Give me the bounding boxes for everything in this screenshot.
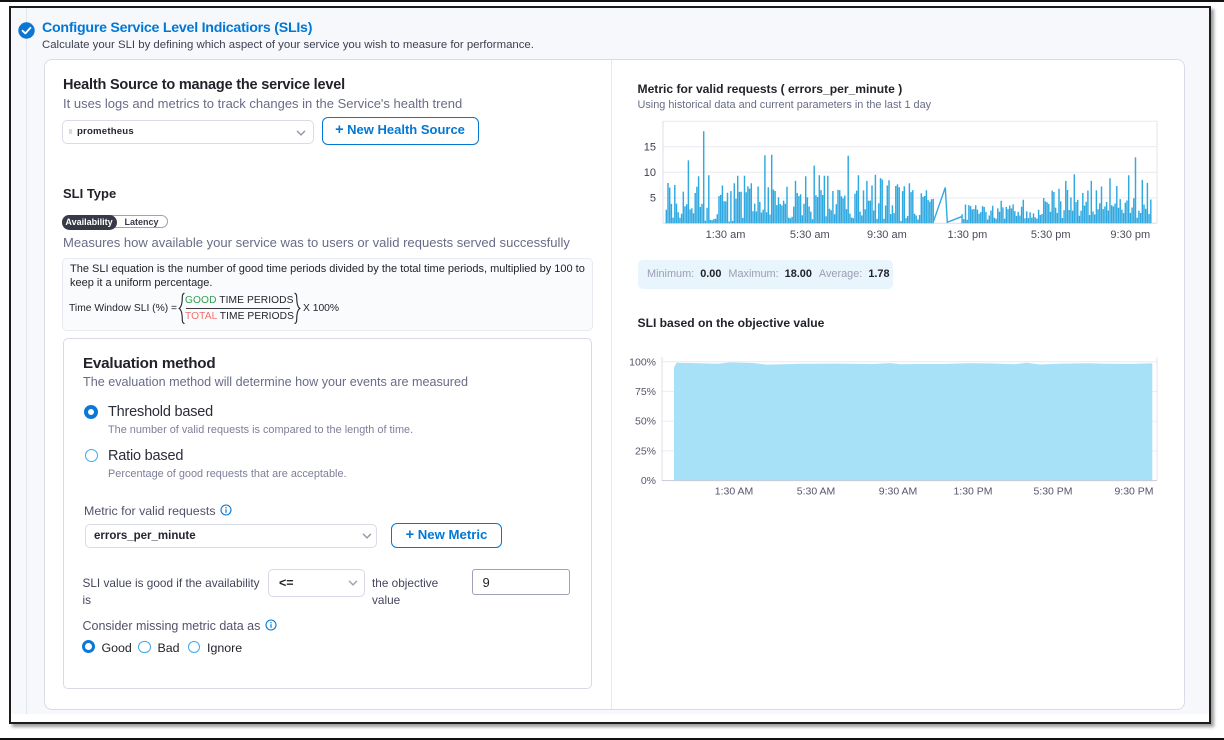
svg-text:5:30 AM: 5:30 AM	[797, 486, 836, 498]
svg-text:1:30 AM: 1:30 AM	[715, 486, 754, 498]
svg-text:9:30 AM: 9:30 AM	[879, 486, 918, 498]
svg-text:75%: 75%	[635, 386, 656, 398]
svg-text:1:30 am: 1:30 am	[706, 229, 746, 241]
svg-text:9:30 am: 9:30 am	[867, 229, 907, 241]
svg-text:5:30 pm: 5:30 pm	[1031, 229, 1071, 241]
svg-text:1:30 pm: 1:30 pm	[948, 229, 988, 241]
svg-text:9:30 pm: 9:30 pm	[1110, 229, 1150, 241]
svg-text:15: 15	[644, 142, 656, 154]
svg-text:50%: 50%	[635, 416, 656, 428]
svg-text:0%: 0%	[641, 475, 656, 487]
svg-text:5: 5	[650, 193, 656, 205]
svg-text:10: 10	[644, 167, 656, 179]
svg-text:25%: 25%	[635, 445, 656, 457]
svg-text:100%: 100%	[629, 356, 656, 368]
svg-text:5:30 PM: 5:30 PM	[1033, 486, 1072, 498]
svg-text:1:30 PM: 1:30 PM	[953, 486, 992, 498]
svg-text:9:30 PM: 9:30 PM	[1114, 486, 1153, 498]
svg-text:5:30 am: 5:30 am	[790, 229, 830, 241]
